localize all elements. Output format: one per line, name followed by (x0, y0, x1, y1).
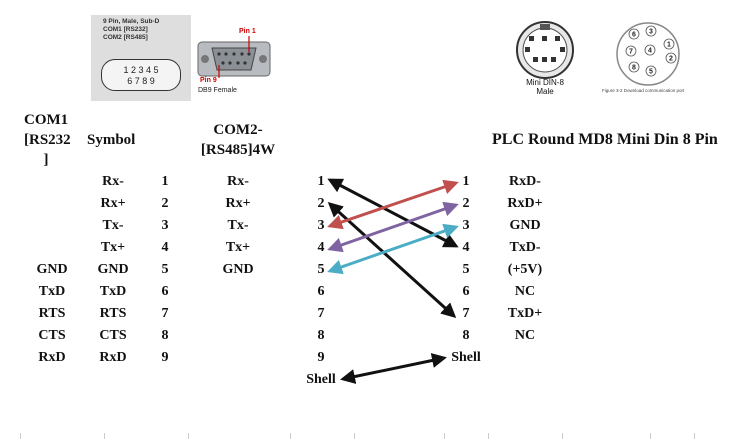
dsub-com2-label: COM2 [RS485] (103, 34, 148, 41)
pin-num-4: 4 (648, 48, 652, 55)
left-pin-cell: 2 (317, 196, 325, 211)
symbol-cell: TxD (99, 284, 127, 299)
symbol-cell: RxD (99, 350, 127, 365)
bottom-tick (562, 433, 563, 439)
pin-figure-caption: Figure 3-2 Download communication port (602, 88, 685, 93)
pin-num-2: 2 (669, 56, 673, 63)
db9-caption: DB9 Female (198, 87, 237, 94)
pin-cell: 3 (161, 218, 169, 233)
dsub-com1-label: COM1 [RS232] (103, 26, 148, 33)
com1-cell: RTS (38, 306, 66, 321)
shell-left-label: Shell (306, 372, 336, 387)
symbol-cell: CTS (99, 328, 127, 343)
plc-cell: RxD- (509, 174, 541, 189)
left-pin-cell: 4 (317, 240, 325, 255)
wire-shell-to-shell (340, 353, 447, 384)
pin-num-5: 5 (649, 69, 653, 76)
left-pin-cell: 3 (317, 218, 325, 233)
plc-cell: TxD+ (507, 306, 543, 321)
com2-cell: Tx- (227, 218, 249, 233)
pin-numbering-figure: 1 2 3 4 5 6 7 8 Figure 3-2 Download comm… (602, 20, 694, 102)
wire-5-to-3 (327, 223, 459, 275)
plc-cell: TxD- (509, 240, 541, 255)
header-com1: COM1 [RS232 ] (24, 112, 71, 168)
db9-female-image: Pin 1 Pin 9 DB9 Female (194, 28, 274, 98)
dsub-title: 9 Pin, Male, Sub-D (103, 18, 160, 25)
dsub-pins-top: 1 2 3 4 5 (123, 65, 159, 75)
symbol-cell: Tx+ (100, 240, 126, 255)
right-pin-cell: 8 (462, 328, 470, 343)
pin-cell: 1 (161, 174, 169, 189)
pin-cell: 5 (161, 262, 169, 277)
plc-cell: GND (509, 218, 541, 233)
pin-cell: 8 (161, 328, 169, 343)
header-plc: PLC Round MD8 Mini Din 8 Pin (492, 131, 718, 148)
right-pin-cell: 4 (462, 240, 470, 255)
com2-cell: GND (222, 262, 254, 277)
right-pin-cell: 5 (462, 262, 470, 277)
mini-din-connector-icon (516, 21, 574, 79)
com2-cell: Rx+ (225, 196, 251, 211)
left-pin-cell: 1 (317, 174, 325, 189)
right-pin-cell: 3 (462, 218, 470, 233)
com2-cell: Tx+ (225, 240, 251, 255)
pin-cell: 9 (161, 350, 169, 365)
com1-cell: CTS (38, 328, 66, 343)
pin-num-8: 8 (632, 65, 636, 72)
plc-cell: NC (514, 328, 536, 343)
pin-circle-diagram: 1 2 3 4 5 6 7 8 (616, 22, 680, 86)
pin-cell: 4 (161, 240, 169, 255)
left-pin-cell: 5 (317, 262, 325, 277)
bottom-tick (188, 433, 189, 439)
right-pin-cell: 7 (462, 306, 470, 321)
right-pin-cell: 1 (462, 174, 470, 189)
left-pin-cell: 9 (317, 350, 325, 365)
bottom-tick (354, 433, 355, 439)
mini-din-male-image: Mini DIN-8 Male (505, 20, 595, 100)
com2-cell: Rx- (227, 174, 249, 189)
bottom-tick (104, 433, 105, 439)
bottom-tick (20, 433, 21, 439)
pin-cell: 2 (161, 196, 169, 211)
right-pin-cell: 2 (462, 196, 470, 211)
dsub-pins-bottom: 6 7 8 9 (127, 76, 155, 86)
pin-cell: 6 (161, 284, 169, 299)
db9-pin1-label: Pin 1 (239, 28, 256, 35)
db9-connector-icon (197, 36, 271, 78)
bottom-tick (650, 433, 651, 439)
dsub-connector-image: 9 Pin, Male, Sub-D COM1 [RS232] COM2 [RS… (91, 15, 191, 101)
plc-cell: NC (514, 284, 536, 299)
pin-num-1: 1 (667, 42, 671, 49)
plc-cell: (+5V) (507, 262, 543, 277)
pin-cell: 7 (161, 306, 169, 321)
pin-num-7: 7 (629, 49, 633, 56)
plc-cell: RxD+ (507, 196, 543, 211)
bottom-tick (488, 433, 489, 439)
header-symbol: Symbol (87, 132, 136, 148)
mini-din-caption-2: Male (536, 87, 554, 96)
bottom-tick (444, 433, 445, 439)
symbol-cell: GND (97, 262, 129, 277)
header-com2: COM2- [RS485]4W (200, 122, 276, 158)
com1-cell: TxD (38, 284, 66, 299)
left-pin-cell: 8 (317, 328, 325, 343)
pin-num-6: 6 (632, 32, 636, 39)
db9-pin9-label: Pin 9 (200, 77, 217, 84)
com1-cell: GND (36, 262, 68, 277)
mini-din-caption-1: Mini DIN-8 (526, 78, 564, 87)
bottom-tick (694, 433, 695, 439)
left-pin-cell: 7 (317, 306, 325, 321)
left-pin-cell: 6 (317, 284, 325, 299)
right-pin-cell: Shell (451, 350, 481, 365)
pin-num-3: 3 (649, 29, 653, 36)
dsub-shell-outline (101, 59, 181, 91)
com1-cell: RxD (38, 350, 66, 365)
symbol-cell: Rx+ (100, 196, 126, 211)
bottom-tick (290, 433, 291, 439)
symbol-cell: Rx- (102, 174, 124, 189)
symbol-cell: Tx- (102, 218, 124, 233)
symbol-cell: RTS (99, 306, 127, 321)
right-pin-cell: 6 (462, 284, 470, 299)
